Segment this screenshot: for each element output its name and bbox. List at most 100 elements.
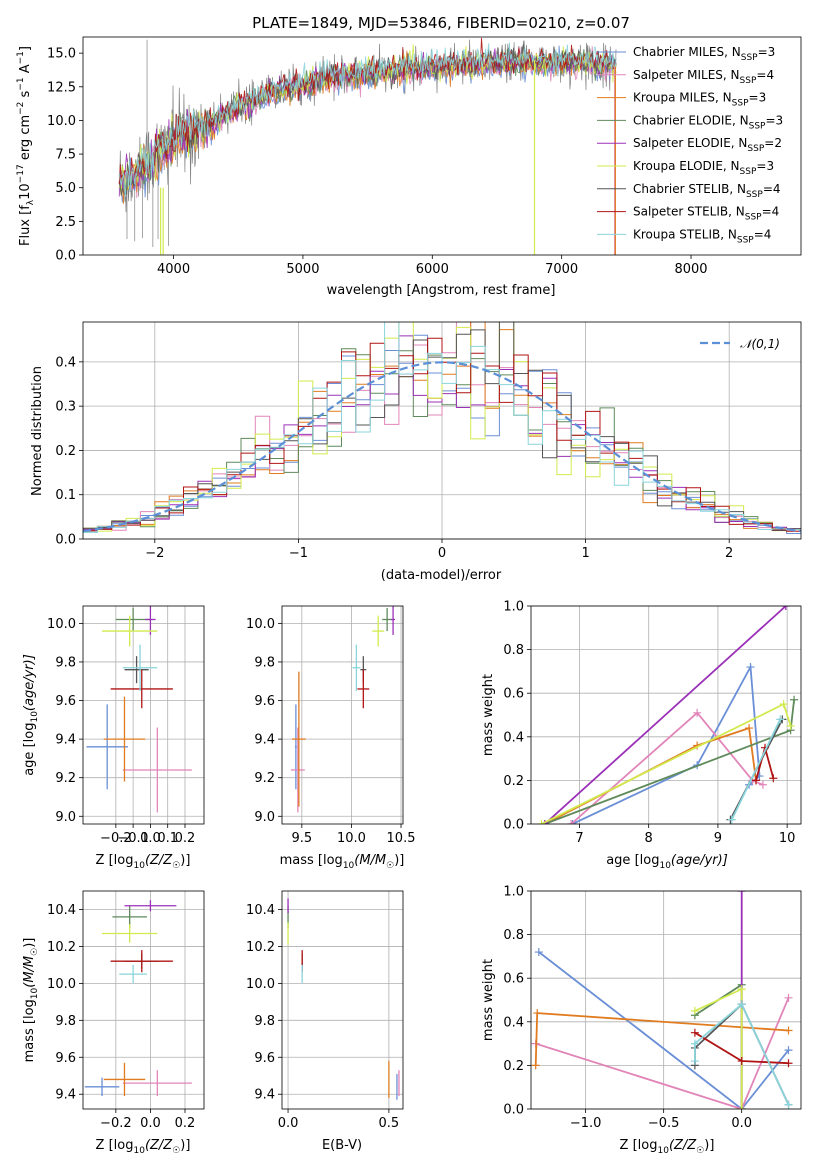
y-tick-label: 0.6: [503, 687, 524, 702]
errorbar-salpeter-stelib: [357, 669, 370, 709]
weight-marker: [769, 774, 778, 783]
y-tick-label: 9.2: [55, 771, 76, 786]
axes-residuals: −2 −1 0 1 2 0.0 0.1 0.2 0.3 0.4: [55, 321, 802, 561]
y-tick-label: 0.0: [503, 1103, 524, 1118]
weight-marker: [567, 820, 576, 824]
weight-marker: [746, 663, 755, 672]
plot-content: [290, 606, 396, 813]
x-tick-label: 9: [714, 831, 722, 846]
y-tick-label: 0.8: [503, 928, 524, 943]
axes-spectrum: 4000 5000 6000 7000 8000 0.0 2.5 5.0 7.5 10.0 12.5…: [47, 36, 802, 277]
y-axis-label: age [log10(age/yr)]: [22, 654, 40, 776]
y-tick-label: 0.1: [55, 488, 76, 503]
weight-marker: [690, 1028, 699, 1037]
errorbar-salpeter-miles: [122, 727, 192, 813]
plot-area: [83, 891, 204, 1109]
legend-item: Chabrier MILES, NSSP=3: [597, 45, 775, 63]
weight-marker: [690, 1057, 699, 1066]
y-tick-label: 15.0: [47, 47, 76, 62]
axes-mass_vs_Z: −0.2 0.0 0.2 9.4 9.6 9.8 10.0 10.2 10.4: [47, 890, 205, 1131]
axes-frame: [530, 605, 802, 825]
axes-weight_vs_Z: −1.0 −0.5 0.0 0.0 0.2 0.4 0.6 0.8 1.0: [503, 885, 802, 1131]
x-tick-label: 7000: [545, 262, 578, 277]
histogram-salpeter-stelib: [83, 337, 801, 539]
y-tick-label: 0.2: [503, 774, 524, 789]
weight-marker: [693, 708, 702, 717]
y-tick-label: 1.0: [503, 600, 524, 615]
x-tick-label: −1: [289, 546, 308, 561]
axes-frame: [82, 890, 205, 1110]
x-axis-label: wavelength [Angstrom, rest frame]: [327, 283, 556, 298]
plot-area: [83, 606, 204, 824]
legend-label: Salpeter MILES, NSSP=4: [633, 68, 774, 86]
y-tick-label: 9.4: [55, 733, 76, 748]
y-tick-label: 0.3: [55, 400, 76, 415]
y-tick-label: 0.4: [503, 1015, 524, 1030]
legend-label: Chabrier MILES, NSSP=3: [633, 45, 775, 63]
y-tick-label: 0.4: [55, 355, 76, 370]
x-tick-label: 10.0: [337, 831, 366, 846]
weight-marker: [727, 815, 736, 824]
x-tick-label: −2: [145, 546, 164, 561]
x-tick-label: 0.0: [140, 831, 161, 846]
x-tick-label: 0.5: [379, 1116, 400, 1131]
y-tick-label: 10.0: [47, 977, 76, 992]
y-axis-label: mass [log10(M/M☉)]: [22, 938, 40, 1063]
weight-marker: [531, 1061, 540, 1070]
errorbar-chabrier-stelib: [124, 656, 149, 684]
normal-curve: [83, 361, 801, 533]
x-tick-label: 0.2: [175, 1116, 196, 1131]
errorbar-salpeter-miles: [122, 1070, 192, 1097]
legend-label: Kroupa STELIB, NSSP=4: [633, 227, 771, 245]
weight-marker: [776, 715, 785, 724]
weight-marker: [784, 1100, 793, 1109]
y-tick-label: 9.2: [254, 771, 275, 786]
errorbar-salpeter-miles: [290, 727, 305, 813]
y-tick-label: 0.2: [55, 444, 76, 459]
errorbar-kroupa-elodie: [372, 615, 385, 647]
x-tick-label: 10: [779, 831, 796, 846]
y-tick-label: 0.0: [55, 249, 76, 264]
errorbar-salpeter-elodie: [391, 606, 396, 635]
errorbar-kroupa-stelib: [122, 644, 158, 691]
legend-item: Kroupa ELODIE, NSSP=3: [597, 159, 774, 177]
y-tick-label: 0.6: [503, 972, 524, 987]
legend-label: Chabrier ELODIE, NSSP=3: [633, 113, 783, 131]
y-tick-label: 9.0: [55, 810, 76, 825]
legend-label: Kroupa MILES, NSSP=3: [633, 91, 766, 109]
weight-marker: [533, 1009, 542, 1018]
weight-line-kroupa-stelib: [694, 1002, 790, 1105]
y-tick-label: 10.4: [246, 903, 275, 918]
y-tick-label: 9.6: [254, 1051, 275, 1066]
x-axis-label: Z [log10(Z/Z☉)]: [96, 1138, 191, 1156]
x-tick-label: 0: [438, 546, 446, 561]
y-tick-label: 10.0: [246, 617, 275, 632]
plot-content: [531, 891, 793, 1109]
weight-marker: [784, 1026, 793, 1035]
plot-area: [531, 891, 801, 1109]
x-tick-label: 0.0: [278, 1116, 299, 1131]
x-tick-label: −0.5: [648, 1116, 680, 1131]
weight-marker: [737, 1057, 746, 1066]
weight-marker: [690, 1039, 699, 1048]
y-tick-label: 0.0: [55, 533, 76, 548]
legend-label: Chabrier STELIB, NSSP=4: [633, 182, 781, 200]
errorbar-kroupa-miles: [291, 671, 306, 807]
weight-marker: [784, 1046, 793, 1055]
histogram-kroupa-elodie: [83, 322, 801, 539]
model-spectrum-kroupa-stelib: [118, 42, 617, 198]
y-axis-label: Flux [fλ10−17 erg cm−2 s−1 A−1]: [16, 46, 36, 246]
y-tick-label: 9.8: [55, 1014, 76, 1029]
y-tick-label: 0.2: [503, 1059, 524, 1074]
x-tick-label: −0.2: [100, 831, 132, 846]
x-tick-label: 7: [575, 831, 583, 846]
y-tick-label: 0.4: [503, 730, 524, 745]
weight-line-salpeter-elodie: [544, 606, 787, 824]
y-tick-label: 10.2: [47, 940, 76, 955]
x-tick-label: −0.2: [100, 1116, 132, 1131]
axes-frame: [281, 890, 404, 1110]
axes-frame: [82, 36, 802, 256]
errorbar-kroupa-miles: [103, 696, 146, 782]
x-tick-label: 6000: [416, 262, 449, 277]
